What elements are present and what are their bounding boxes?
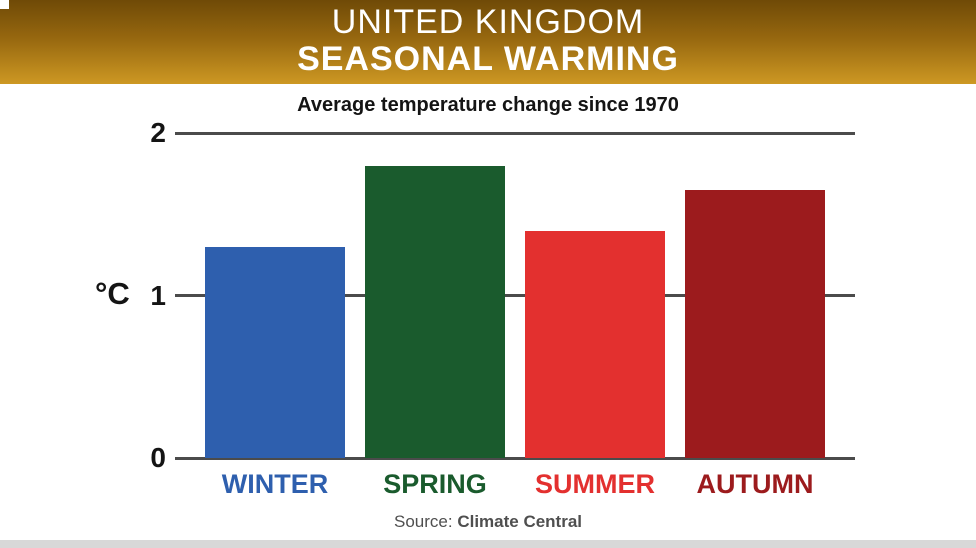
bar-spring [365, 165, 505, 458]
source-line: Source: Climate Central [0, 512, 976, 532]
y-tick-label: 0 [150, 442, 166, 473]
bar-summer [525, 230, 665, 458]
bar-winter [205, 246, 345, 458]
title-line-1: UNITED KINGDOM [331, 3, 645, 42]
gridline [175, 456, 855, 460]
bar-label-summer: SUMMER [535, 469, 655, 499]
chart-subtitle: Average temperature change since 1970 [297, 94, 679, 116]
y-axis-ticks: 0 1 2 [120, 119, 166, 472]
y-tick-label: 1 [150, 279, 166, 311]
gridline [175, 294, 855, 297]
celsius-unit-label: °C [95, 276, 130, 311]
gridline [175, 131, 855, 135]
bar-label-spring: SPRING [383, 469, 487, 499]
bottom-strip [0, 540, 976, 548]
bar-autumn [685, 189, 825, 458]
title-line-2: SEASONAL WARMING [297, 40, 679, 79]
bar-label-winter: WINTER [221, 469, 329, 499]
source-name: Climate Central [457, 512, 583, 531]
header-banner: UNITED KINGDOM SEASONAL WARMING [0, 0, 976, 84]
corner-notch [0, 0, 9, 9]
y-tick-label: 2 [150, 117, 166, 148]
plot-area: WINTER SPRING SUMMER AUTUMN [175, 131, 855, 498]
source-prefix: Source: [393, 512, 453, 531]
bar-label-autumn: AUTUMN [696, 469, 814, 499]
